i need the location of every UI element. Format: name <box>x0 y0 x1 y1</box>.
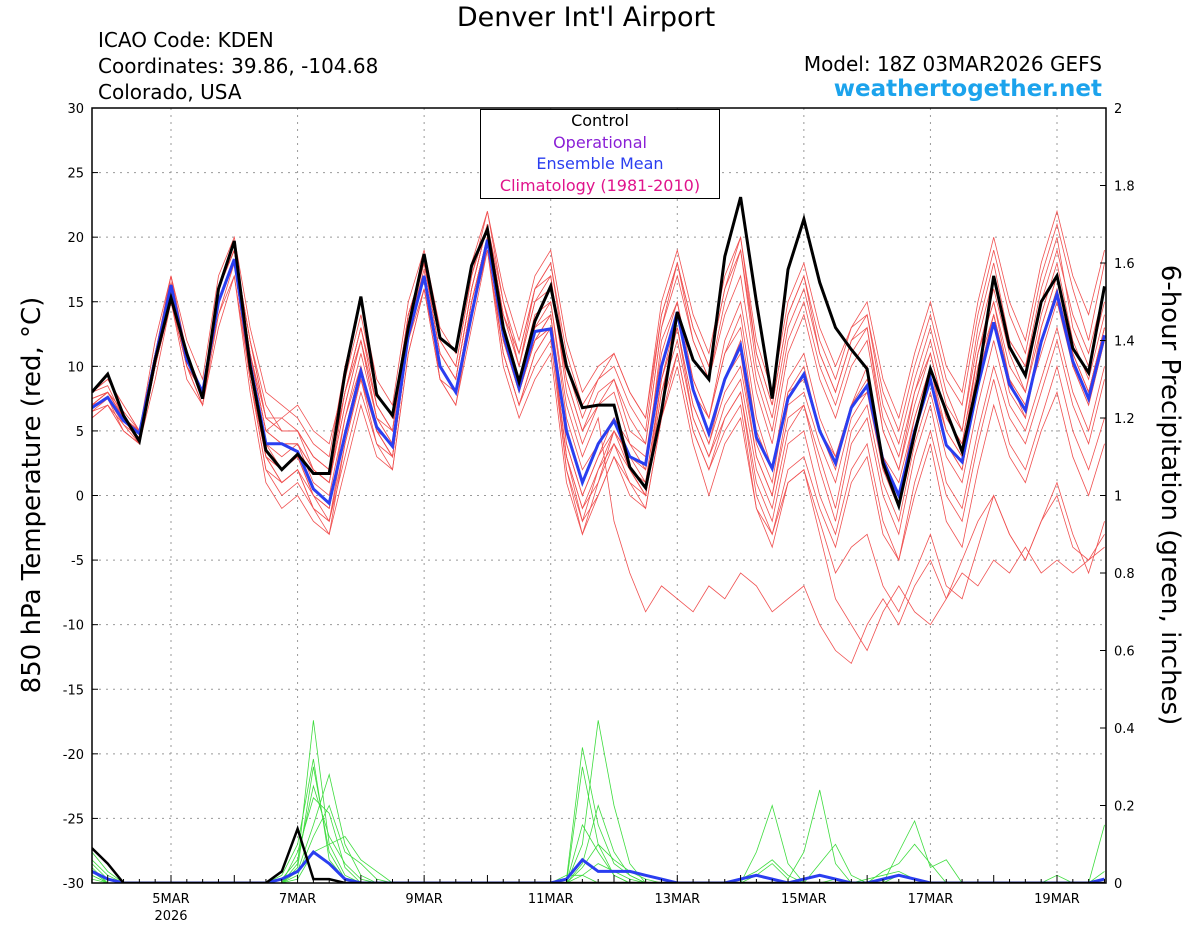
x-tick-label: 17MAR <box>908 892 954 907</box>
y-tick-label: 25 <box>67 167 84 182</box>
y-tick-label: 15 <box>67 296 84 311</box>
y2-tick-label: 1.4 <box>1114 335 1135 350</box>
precip-member-line <box>92 835 1105 883</box>
y2-tick-label: 1 <box>1114 490 1122 505</box>
y-tick-label: 20 <box>67 231 84 246</box>
precip-mean-line <box>92 849 1105 883</box>
y-tick-label: -20 <box>63 748 84 763</box>
site-link[interactable]: weathertogether.net <box>833 76 1102 102</box>
y-axis-ticks: -30 -25 -20 -15 -10 -5 0 5 10 15 20 25 30 <box>63 102 98 892</box>
temp-member-line <box>92 237 1105 652</box>
precip-member-line <box>92 766 1105 883</box>
precip-control-line <box>92 824 1105 883</box>
y2-tick-label: 1.6 <box>1114 257 1135 272</box>
y-tick-label: 5 <box>76 425 84 440</box>
y2-axis-ticks: 0 0.2 0.4 0.6 0.8 1 1.2 1.4 1.6 1.8 2 <box>1100 102 1135 892</box>
y-tick-label: 10 <box>67 360 84 375</box>
y-tick-label: -10 <box>63 619 84 634</box>
x-tick-label: 5MAR <box>152 892 189 907</box>
y-tick-label: -25 <box>63 812 84 827</box>
precip-member-line <box>92 720 1105 883</box>
x-tick-label: 11MAR <box>528 892 574 907</box>
legend: Control Operational Ensemble Mean Climat… <box>480 109 720 199</box>
y-tick-label: -30 <box>63 877 84 892</box>
precip-member-line <box>92 758 1105 883</box>
y-tick-label: 0 <box>76 490 84 505</box>
main-series <box>92 196 1106 883</box>
precip-member-line <box>92 720 1105 883</box>
coordinates: Coordinates: 39.86, -104.68 <box>98 54 379 78</box>
precip-member-line <box>92 772 1105 883</box>
x-tick-label: 19MAR <box>1034 892 1080 907</box>
temp-member-lines <box>92 209 1105 665</box>
y2-tick-label: 0.8 <box>1114 567 1135 582</box>
location: Colorado, USA <box>98 80 242 104</box>
x-tick-label: 15MAR <box>781 892 827 907</box>
x-axis-ticks: 5MAR 7MAR 9MAR 11MAR 13MAR 15MAR 17MAR 19MAR 202… <box>91 875 1105 924</box>
legend-operational: Operational <box>553 132 647 152</box>
y2-tick-label: 0 <box>1114 877 1122 892</box>
x-tick-label: 9MAR <box>405 892 442 907</box>
y2-axis-label: 6-hour Precipitation (green, inches) <box>1155 265 1185 725</box>
y-tick-label: 30 <box>67 102 84 117</box>
y2-tick-label: 0.4 <box>1114 722 1135 737</box>
y2-tick-label: 0.2 <box>1114 800 1135 815</box>
temp-control-line <box>92 196 1106 512</box>
legend-ensemble-mean: Ensemble Mean <box>536 154 664 173</box>
y-tick-label: -15 <box>63 683 84 698</box>
precip-member-lines <box>92 720 1105 883</box>
legend-control: Control <box>571 111 629 130</box>
model-run: Model: 18Z 03MAR2026 GEFS <box>803 52 1102 76</box>
y-axis-label: 850 hPa Temperature (red, °C) <box>17 297 47 694</box>
y2-tick-label: 1.2 <box>1114 412 1135 427</box>
x-year-label: 2026 <box>154 909 187 924</box>
y2-tick-label: 1.8 <box>1114 180 1135 195</box>
temp-member-line <box>92 211 1105 471</box>
precip-member-line <box>92 804 1105 883</box>
temp-member-line <box>92 209 1105 458</box>
y-tick-label: -5 <box>71 554 84 569</box>
temp-member-line <box>92 237 1105 536</box>
temp-mean-line <box>92 239 1106 507</box>
chart-title: Denver Int'l Airport <box>456 2 716 33</box>
y2-tick-label: 0.6 <box>1114 645 1135 660</box>
legend-climatology: Climatology (1981-2010) <box>499 175 701 195</box>
icao-code: ICAO Code: KDEN <box>98 28 274 52</box>
y2-tick-label: 2 <box>1114 102 1122 117</box>
x-tick-label: 7MAR <box>279 892 316 907</box>
precip-member-line <box>92 747 1105 883</box>
x-tick-label: 13MAR <box>654 892 700 907</box>
